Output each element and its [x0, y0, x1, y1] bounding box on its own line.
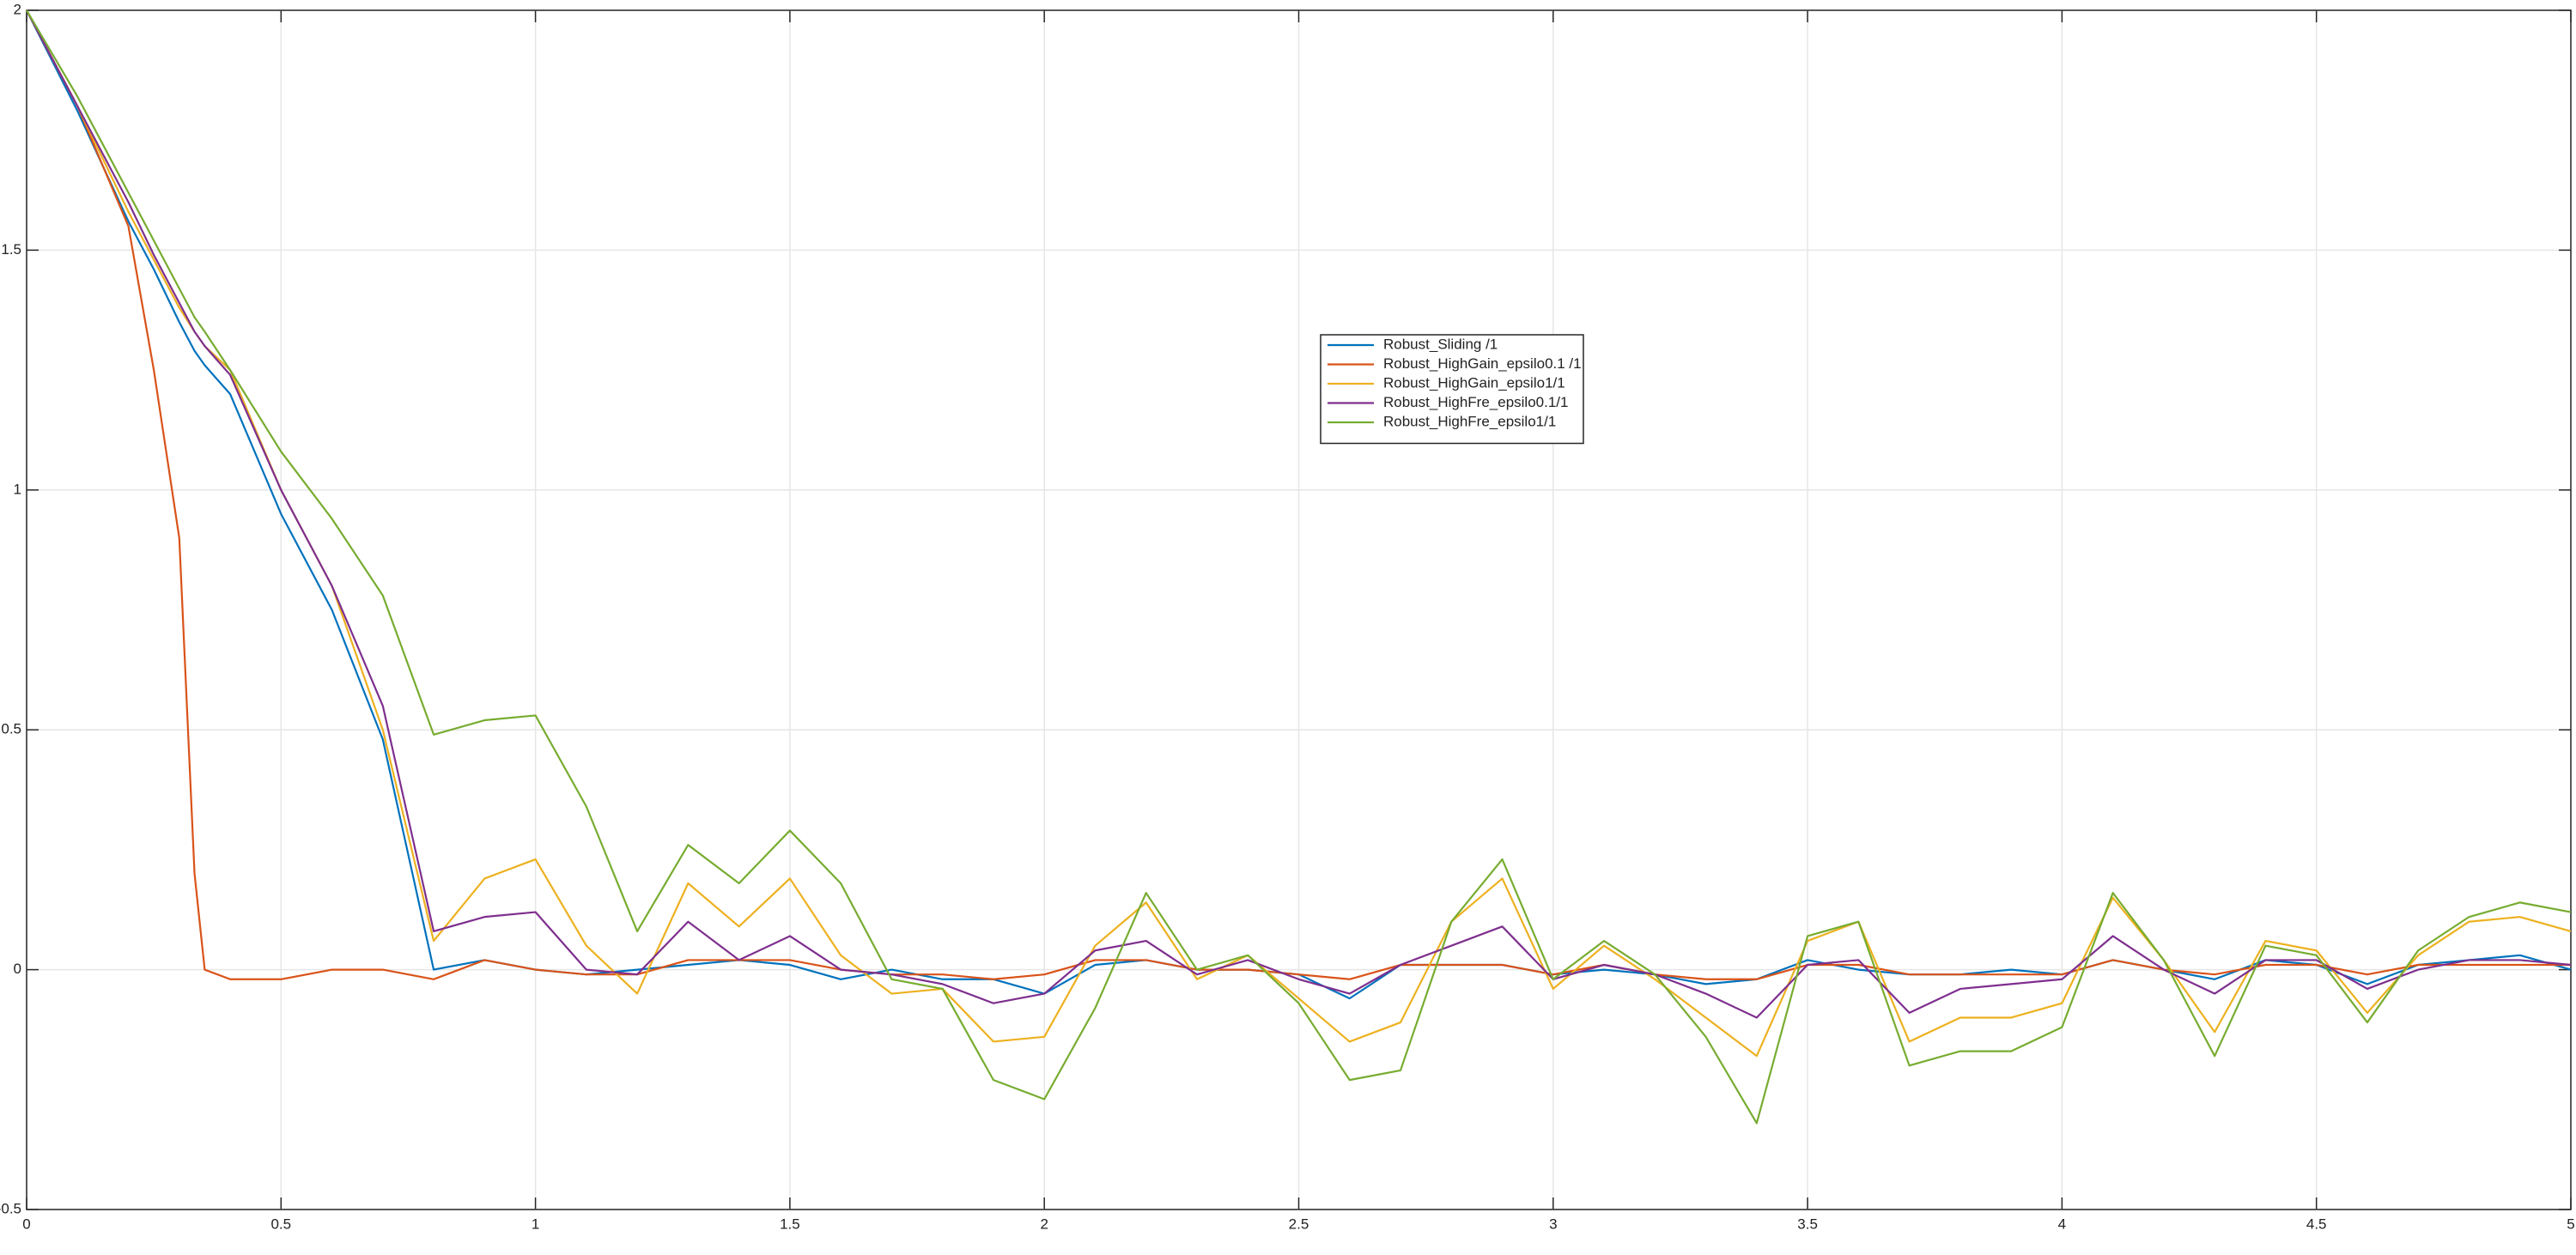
x-tick-label: 1	[532, 1216, 539, 1232]
x-tick-label: 0.5	[270, 1216, 291, 1232]
series-line	[26, 9, 2571, 980]
legend-label: Robust_HighGain_epsilo1/1	[1383, 374, 1565, 391]
x-tick-label: 3	[1549, 1216, 1557, 1232]
legend-label: Robust_Sliding /1	[1383, 336, 1498, 352]
legend-box	[1320, 334, 1584, 445]
y-tick-label: 2	[14, 1, 21, 17]
series-line	[26, 9, 2572, 1019]
y-tick-label: 0	[14, 961, 21, 977]
x-tick-label: 2	[1040, 1216, 1048, 1232]
x-tick-label: 4.5	[2306, 1216, 2327, 1232]
y-tick-label: 0.5	[1, 721, 21, 737]
axes-box	[26, 9, 2572, 1210]
legend-label: Robust_HighFre_epsilo0.1/1	[1383, 394, 1568, 410]
legend-label: Robust_HighFre_epsilo1/1	[1383, 413, 1556, 429]
series-line	[26, 9, 2572, 1125]
y-tick-label: -0.5	[0, 1200, 21, 1216]
legend-label: Robust_HighGain_epsilo0.1 /1	[1383, 355, 1582, 372]
legend: Robust_Sliding /1 Robust_HighGain_epsilo0…	[1320, 334, 1584, 445]
x-tick-label: 1.5	[780, 1216, 800, 1232]
y-tick-label: 1	[14, 481, 21, 497]
x-tick-label: 2.5	[1289, 1216, 1309, 1232]
x-tick-label: 3.5	[1797, 1216, 1818, 1232]
y-tick-label: 1.5	[1, 241, 21, 258]
x-tick-label: 5	[2567, 1216, 2574, 1232]
x-tick-label: 4	[2058, 1216, 2066, 1232]
x-tick-label: 0	[22, 1216, 30, 1232]
